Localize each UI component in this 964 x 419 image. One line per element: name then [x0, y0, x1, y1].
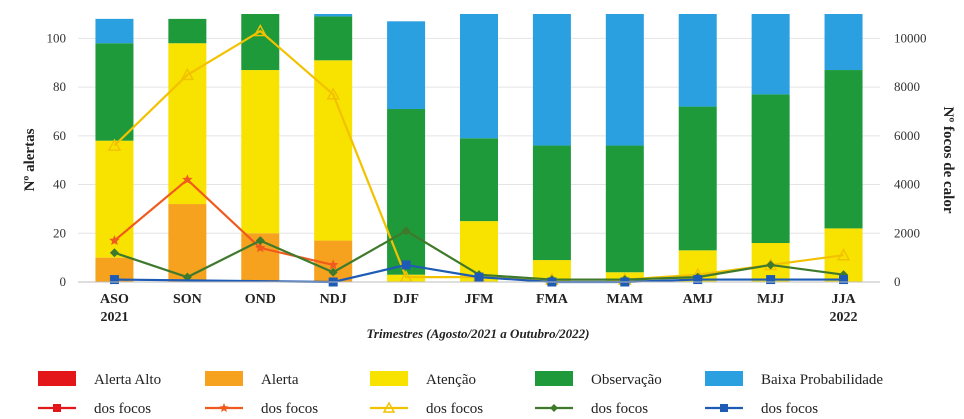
marker-square	[474, 272, 484, 282]
bar-observa-o	[314, 16, 353, 61]
x-axis-label: Trimestres (Agosto/2021 a Outubro/2022)	[366, 326, 589, 341]
legend-swatch	[535, 371, 573, 386]
category-label: MAM	[607, 292, 644, 307]
marker-triangle	[107, 138, 122, 151]
category-year-label: 2021	[100, 310, 128, 325]
marker-triangle	[382, 401, 396, 413]
legend-label: Alerta	[261, 372, 299, 388]
bars	[95, 14, 863, 282]
marker-square	[53, 404, 61, 412]
legend-label: dos focos	[261, 401, 318, 417]
axes: 0 20 40 60 80 100 0 2000 4000 6000 8000 10000 ASO 202…	[47, 30, 927, 325]
legend: Alerta Alto Alerta Atenção Observação Baixa …	[38, 371, 883, 417]
y2-tick-label: 10000	[894, 30, 927, 45]
category-label: DJF	[393, 292, 419, 307]
legend-label: dos focos	[426, 401, 483, 417]
bar-observa-o	[95, 43, 134, 141]
bar-observa-o	[387, 109, 426, 275]
marker-diamond	[401, 226, 411, 236]
category-label: MJJ	[757, 292, 784, 307]
y2-tick-label: 4000	[894, 177, 920, 192]
line-series-1	[113, 178, 334, 267]
y2-tick-label: 8000	[894, 79, 920, 94]
category-year-label: 2022	[830, 310, 858, 325]
bar-baixa-probabilidade	[387, 21, 426, 110]
legend-label: dos focos	[591, 401, 648, 417]
marker-star	[182, 174, 193, 185]
marker-triangle	[180, 67, 195, 81]
marker-star	[219, 403, 229, 412]
legend-swatch	[38, 371, 76, 386]
bar-observa-o	[532, 145, 571, 261]
marker-square	[109, 275, 119, 285]
legend-label: dos focos	[761, 401, 818, 417]
bar-aten-o	[314, 60, 353, 241]
bar-observa-o	[751, 94, 790, 244]
marker-star	[255, 242, 266, 253]
legend-label: dos focos	[94, 401, 151, 417]
legend-label: Alerta Alto	[94, 372, 161, 388]
bar-baixa-probabilidade	[678, 14, 717, 107]
marker-square	[401, 260, 411, 270]
marker-triangle	[836, 248, 851, 261]
bar-baixa-probabilidade	[751, 14, 790, 95]
y2-axis-label: Nº focos de calor	[940, 106, 956, 213]
bar-baixa-probabilidade	[605, 14, 644, 146]
legend-label: Observação	[591, 372, 662, 388]
bar-baixa-probabilidade	[532, 14, 571, 146]
y-tick-label: 20	[53, 225, 66, 240]
marker-diamond	[255, 236, 265, 246]
marker-square	[839, 275, 849, 285]
y2-tick-label: 6000	[894, 128, 920, 143]
bar-aten-o	[387, 274, 426, 282]
y-tick-label: 60	[53, 128, 66, 143]
y-tick-label: 0	[60, 274, 67, 289]
marker-triangle	[253, 23, 268, 37]
bar-baixa-probabilidade	[824, 14, 863, 71]
y2-tick-label: 2000	[894, 225, 920, 240]
category-label: OND	[245, 292, 276, 307]
marker-diamond	[328, 267, 338, 277]
category-label: JFM	[465, 292, 494, 307]
bar-observa-o	[460, 138, 498, 222]
bar-observa-o	[824, 70, 863, 229]
category-label: FMA	[536, 292, 569, 307]
category-label: SON	[173, 292, 202, 307]
marker-diamond	[550, 404, 558, 412]
marker-star	[109, 235, 120, 245]
bar-alerta	[168, 204, 207, 282]
category-label: AMJ	[683, 292, 713, 307]
category-label: ASO	[100, 292, 129, 307]
y-tick-label: 40	[53, 177, 66, 192]
bar-observa-o	[678, 106, 717, 251]
marker-diamond	[766, 260, 776, 270]
marker-square	[693, 275, 703, 285]
legend-label: Atenção	[426, 372, 476, 388]
category-label: JJA	[831, 292, 856, 307]
y-tick-label: 100	[47, 30, 67, 45]
y-tick-label: 80	[53, 79, 66, 94]
legend-label: Baixa Probabilidade	[761, 372, 883, 388]
marker-square	[766, 275, 776, 285]
marker-triangle	[326, 87, 340, 100]
bar-baixa-probabilidade	[95, 18, 134, 44]
marker-diamond	[109, 248, 119, 258]
legend-swatch	[705, 371, 743, 386]
marker-square	[720, 404, 728, 412]
marker-star	[328, 259, 339, 270]
bar-aten-o	[532, 260, 571, 282]
bar-observa-o	[605, 145, 644, 273]
bar-observa-o	[168, 18, 207, 44]
bar-baixa-probabilidade	[314, 14, 353, 17]
bar-baixa-probabilidade	[460, 14, 498, 139]
y-axis-label: Nº alertas	[22, 128, 38, 191]
bar-aten-o	[241, 70, 280, 234]
legend-swatch	[205, 371, 243, 386]
legend-swatch	[370, 371, 408, 386]
category-label: NDJ	[320, 292, 347, 307]
y2-tick-label: 0	[894, 274, 901, 289]
